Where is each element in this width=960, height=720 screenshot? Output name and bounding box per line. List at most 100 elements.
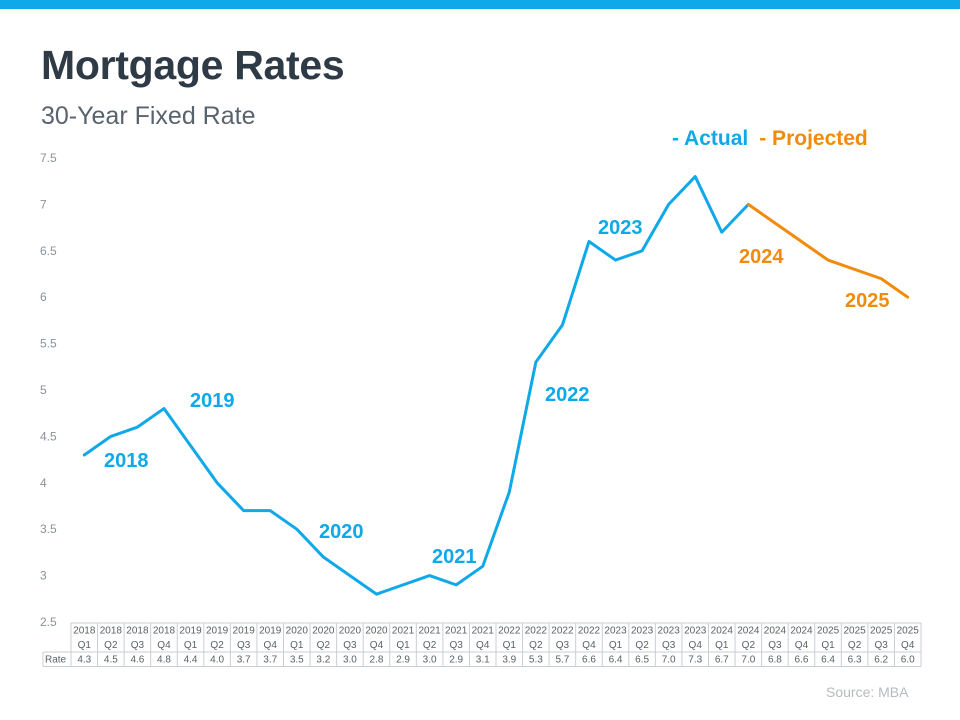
- table-year-cell: 2025: [870, 626, 893, 637]
- table-year-cell: 2020: [312, 626, 335, 637]
- table-quarter-cell: Q3: [343, 640, 357, 651]
- table-quarter-cell: Q4: [689, 640, 703, 651]
- table-quarter-cell: Q2: [210, 640, 224, 651]
- table-rate-cell: 6.4: [821, 655, 835, 666]
- legend: - Actual - Projected: [672, 127, 868, 151]
- table-quarter-cell: Q4: [264, 640, 278, 651]
- table-rate-cell: 3.0: [423, 655, 437, 666]
- table-year-cell: 2023: [658, 626, 681, 637]
- table-year-cell: 2018: [100, 626, 123, 637]
- table-year-cell: 2022: [551, 626, 574, 637]
- table-rate-cell: 3.0: [343, 655, 357, 666]
- table-rate-cell: 6.5: [635, 655, 649, 666]
- y-tick-label: 6.5: [40, 244, 57, 258]
- table-year-cell: 2021: [418, 626, 441, 637]
- table-quarter-cell: Q4: [157, 640, 171, 651]
- table-rate-cell: 4.3: [77, 655, 91, 666]
- legend-actual: - Actual: [672, 127, 749, 150]
- table-year-cell: 2022: [578, 626, 601, 637]
- y-tick-label: 7.5: [40, 151, 57, 165]
- year-annotation: 2018: [104, 450, 149, 472]
- table-year-cell: 2021: [392, 626, 415, 637]
- year-annotation: 2023: [598, 217, 643, 239]
- table-year-cell: 2021: [472, 626, 495, 637]
- table-quarter-cell: Q1: [184, 640, 198, 651]
- table-year-cell: 2025: [843, 626, 866, 637]
- table-quarter-cell: Q1: [396, 640, 410, 651]
- year-annotation: 2021: [432, 546, 477, 568]
- y-tick-label: 5.5: [40, 337, 57, 351]
- table-year-cell: 2019: [233, 626, 256, 637]
- table-quarter-cell: Q1: [78, 640, 92, 651]
- table-year-cell: 2018: [153, 626, 176, 637]
- table-quarter-cell: Q1: [821, 640, 835, 651]
- table-rate-cell: 4.5: [104, 655, 118, 666]
- table-rate-cell: 4.4: [184, 655, 198, 666]
- table-rate-cell: 3.7: [237, 655, 251, 666]
- table-year-cell: 2023: [604, 626, 627, 637]
- table-rate-cell: 7.3: [688, 655, 702, 666]
- table-rate-cell: 3.5: [290, 655, 304, 666]
- y-tick-label: 6: [40, 290, 47, 304]
- table-quarter-cell: Q2: [529, 640, 543, 651]
- table-rate-cell: 4.8: [157, 655, 171, 666]
- table-quarter-cell: Q1: [290, 640, 304, 651]
- table-rate-cell: 7.0: [741, 655, 755, 666]
- series-line-actual: [82, 175, 750, 596]
- table-quarter-cell: Q2: [423, 640, 437, 651]
- table-row-label: Rate: [45, 655, 67, 666]
- table-year-cell: 2021: [445, 626, 468, 637]
- table-quarter-cell: Q1: [715, 640, 729, 651]
- table-rate-cell: 6.0: [901, 655, 915, 666]
- table-year-cell: 2020: [339, 626, 362, 637]
- table-quarter-cell: Q3: [131, 640, 145, 651]
- table-year-cell: 2024: [764, 626, 787, 637]
- table-quarter-cell: Q3: [556, 640, 570, 651]
- table-rate-cell: 4.6: [130, 655, 144, 666]
- table-quarter-cell: Q2: [742, 640, 756, 651]
- table-year-cell: 2024: [711, 626, 734, 637]
- table-year-cell: 2018: [73, 626, 96, 637]
- table-rate-cell: 2.9: [396, 655, 410, 666]
- table-rate-cell: 6.7: [715, 655, 729, 666]
- table-rate-cell: 6.4: [609, 655, 623, 666]
- y-tick-label: 2.5: [40, 615, 57, 629]
- table-quarter-cell: Q4: [901, 640, 915, 651]
- table-year-cell: 2024: [790, 626, 813, 637]
- year-annotation: 2019: [190, 390, 235, 412]
- table-year-cell: 2019: [259, 626, 282, 637]
- table-quarter-cell: Q2: [104, 640, 118, 651]
- table-quarter-cell: Q3: [874, 640, 888, 651]
- table-quarter-cell: Q3: [449, 640, 463, 651]
- table-quarter-cell: Q4: [370, 640, 384, 651]
- year-annotation: 2024: [739, 246, 784, 268]
- table-year-cell: 2022: [525, 626, 548, 637]
- legend-projected: - Projected: [759, 127, 868, 150]
- table-quarter-cell: Q2: [317, 640, 331, 651]
- y-tick-label: 3: [40, 569, 47, 583]
- table-rate-cell: 3.1: [476, 655, 490, 666]
- y-tick-label: 5: [40, 383, 47, 397]
- y-tick-label: 4.5: [40, 429, 57, 443]
- table-rate-cell: 3.9: [502, 655, 516, 666]
- table-quarter-cell: Q3: [237, 640, 251, 651]
- table-quarter-cell: Q4: [582, 640, 596, 651]
- table-rate-cell: 6.6: [795, 655, 809, 666]
- y-tick-label: 3.5: [40, 522, 57, 536]
- table-quarter-cell: Q1: [503, 640, 517, 651]
- table-rate-cell: 5.3: [529, 655, 543, 666]
- table-year-cell: 2023: [631, 626, 654, 637]
- chart-title: Mortgage Rates: [41, 42, 345, 88]
- table-year-cell: 2018: [126, 626, 149, 637]
- table-rate-cell: 6.3: [848, 655, 862, 666]
- table-year-cell: 2020: [286, 626, 309, 637]
- table-quarter-cell: Q1: [609, 640, 623, 651]
- table-rate-cell: 2.8: [370, 655, 384, 666]
- table-year-cell: 2019: [206, 626, 229, 637]
- chart-subtitle: 30-Year Fixed Rate: [41, 102, 256, 130]
- year-annotation: 2020: [319, 521, 364, 543]
- table-rate-cell: 5.7: [555, 655, 569, 666]
- y-tick-label: 7: [40, 197, 47, 211]
- table-year-cell: 2025: [817, 626, 840, 637]
